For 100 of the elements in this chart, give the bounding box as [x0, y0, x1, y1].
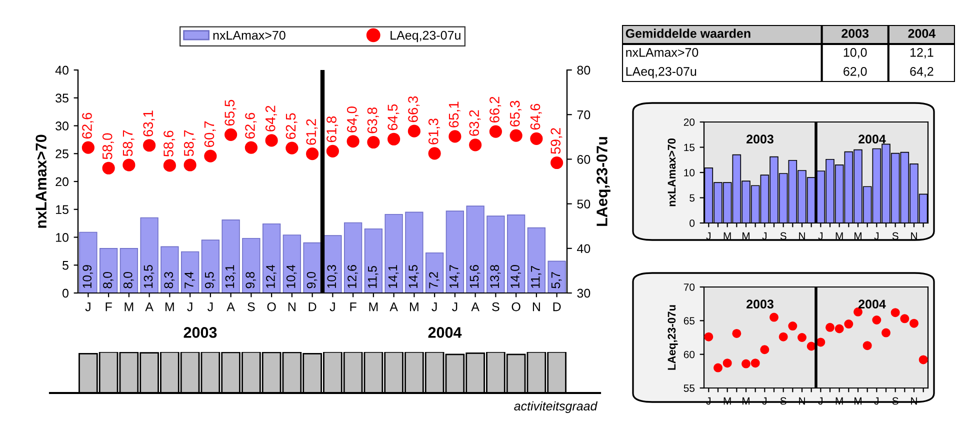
legend-label: LAeq,23-07u: [390, 30, 460, 42]
point: [778, 332, 788, 342]
x-tick-label: O: [512, 302, 520, 312]
point: [204, 150, 217, 162]
bar: [79, 232, 98, 293]
x-tick-label: M: [369, 302, 378, 312]
data-label: 65,1: [448, 102, 460, 128]
bar: [548, 260, 566, 293]
y2-tick-label: 60: [577, 155, 590, 164]
point: [143, 139, 156, 152]
x-tick-label: D: [308, 302, 316, 312]
point: [224, 128, 238, 141]
bar: [282, 234, 302, 293]
x-tick-label: M: [836, 232, 843, 240]
data-label: 13,1: [225, 265, 236, 288]
data-label: 66,2: [490, 96, 502, 123]
x-tick-label: D: [553, 302, 561, 312]
bar: [425, 252, 444, 293]
text: 2003: [184, 327, 217, 338]
bar: [99, 248, 118, 293]
point: [448, 130, 462, 143]
data-label: 63,8: [367, 107, 379, 134]
text: 10,0: [844, 48, 867, 58]
point: [714, 363, 722, 372]
y-tick-label: 60: [684, 350, 695, 358]
point: [854, 307, 862, 316]
data-label: 63,2: [469, 110, 481, 136]
y2-tick-label: 70: [577, 110, 590, 120]
x-tick-label: J: [874, 232, 878, 240]
point: [760, 345, 770, 354]
x-tick-label: J: [330, 302, 335, 312]
point: [286, 142, 298, 154]
y-tick-label: 5: [62, 261, 68, 270]
annotation: 2004: [858, 300, 886, 309]
x-tick-label: M: [166, 302, 174, 312]
text: 12,1: [910, 48, 934, 58]
data-label: 62,5: [286, 113, 298, 140]
data-label: 65,3: [510, 100, 522, 127]
x-tick-label: A: [471, 302, 480, 312]
point: [826, 322, 834, 332]
point: [722, 358, 732, 368]
x-tick-label: S: [492, 302, 500, 312]
data-label: 58,7: [122, 130, 134, 156]
data-label: 7,2: [429, 272, 440, 288]
y-tick-label: 55: [684, 384, 695, 392]
data-label: 59,2: [550, 128, 562, 154]
bar: [324, 235, 342, 293]
x-tick-label: S: [248, 302, 255, 312]
data-label: 12,4: [266, 264, 276, 288]
point: [918, 355, 928, 364]
x-tick-label: F: [350, 302, 356, 312]
y-tick-label: 25: [56, 149, 68, 158]
data-label: 5,7: [551, 272, 562, 288]
category-label: 2004: [908, 29, 936, 38]
point: [798, 333, 806, 342]
x-tick-label: S: [892, 232, 898, 240]
y-axis-title: LAeq,23-07u: [668, 305, 678, 370]
y-tick-label: 10: [56, 233, 68, 242]
data-label: 9,8: [246, 272, 256, 288]
y-tick-label: 20: [684, 118, 695, 126]
point: [306, 148, 319, 160]
point: [346, 135, 360, 148]
x-tick-label: A: [145, 302, 154, 312]
x-tick-label: M: [724, 232, 731, 240]
bar: [486, 216, 505, 293]
x-tick-label: M: [854, 232, 862, 240]
annotation: 2004: [858, 134, 886, 144]
x-tick-label: N: [288, 302, 296, 312]
point: [550, 156, 564, 170]
x-tick-label: J: [432, 302, 437, 312]
x-tick-label: M: [410, 302, 418, 312]
y-tick-label: 10: [684, 169, 695, 176]
x-tick-label: N: [799, 232, 805, 240]
y-axis-title: nxLAmax>70: [668, 138, 676, 206]
bar: [120, 248, 138, 293]
y-tick-label: 30: [56, 122, 68, 130]
text: 64,2: [910, 67, 934, 78]
point: [750, 358, 760, 368]
data-label: 62,6: [82, 112, 94, 139]
data-label: 12,6: [348, 265, 358, 288]
point: [244, 141, 258, 154]
point: [489, 125, 502, 138]
point: [862, 341, 872, 350]
data-label: 65,5: [224, 100, 236, 126]
data-label: 14,5: [408, 265, 420, 288]
data-label: 64,0: [346, 106, 358, 132]
data-label: 66,3: [408, 96, 420, 122]
x-tick-label: O: [267, 302, 276, 312]
data-label: 9,0: [306, 272, 318, 288]
y2-tick-label: 30: [577, 288, 590, 298]
data-label: 14,7: [450, 265, 460, 288]
text: 2004: [428, 327, 462, 338]
bar: [364, 228, 383, 293]
x-tick-label: N: [911, 232, 917, 240]
x-tick-label: F: [106, 302, 112, 312]
data-label: 64,6: [530, 104, 542, 130]
point: [770, 312, 778, 322]
data-label: 8,0: [123, 272, 134, 288]
x-tick-label: M: [742, 232, 750, 240]
data-label: 61,3: [428, 118, 440, 144]
